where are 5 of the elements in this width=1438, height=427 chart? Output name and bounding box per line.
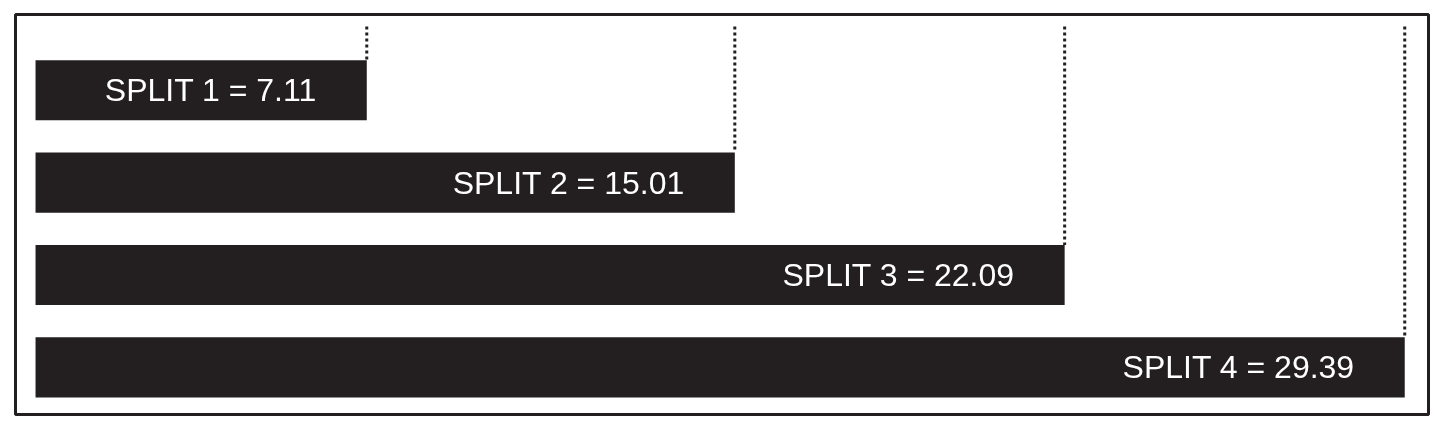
- data-label: SPLIT 2 = 15.01: [452, 164, 685, 201]
- data-label: SPLIT 3 = 22.09: [782, 257, 1015, 294]
- data-label: SPLIT 4 = 29.39: [1122, 349, 1355, 386]
- data-label: SPLIT 1 = 7.11: [104, 72, 317, 109]
- bar: [35, 152, 735, 213]
